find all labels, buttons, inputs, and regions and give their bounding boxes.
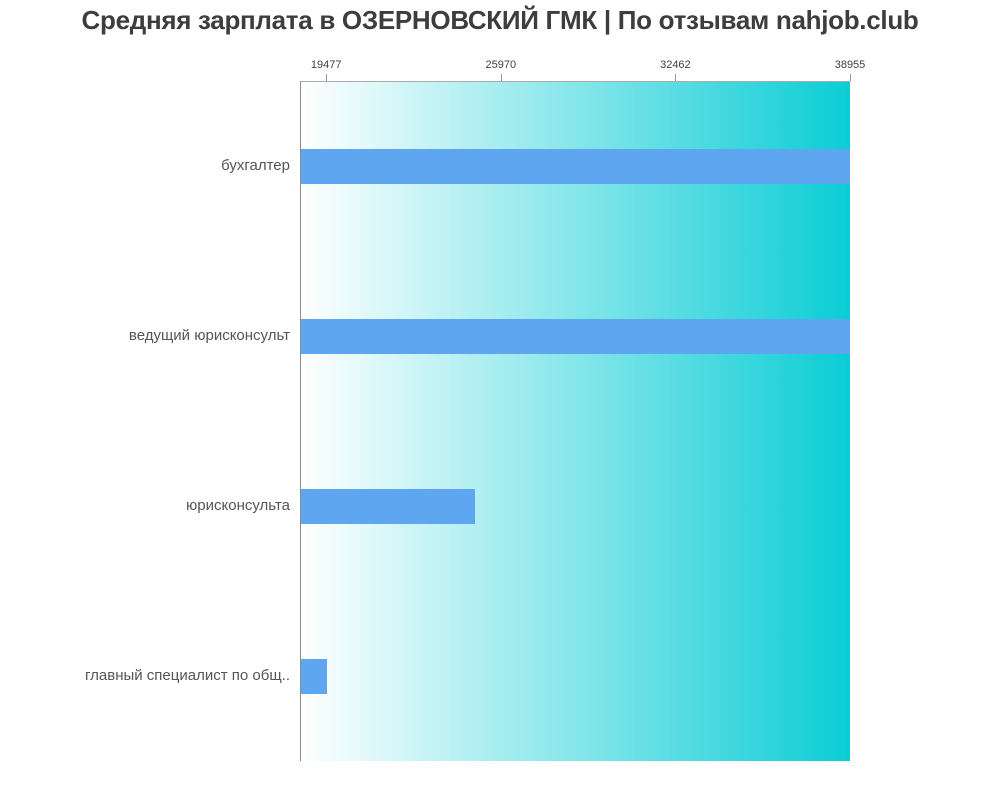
x-axis-top: 19477 25970 32462 38955 <box>300 59 865 81</box>
chart-title: Средняя зарплата в ОЗЕРНОВСКИЙ ГМК | По … <box>81 5 919 35</box>
category-label: ведущий юрисконсульт <box>128 327 290 344</box>
category-label: главный специалист по общ.. <box>84 667 290 684</box>
x-tick-label: 25970 <box>485 59 517 71</box>
salary-bar[interactable] <box>301 149 850 185</box>
x-tick-label: 32462 <box>660 59 691 71</box>
plot-area <box>300 81 850 761</box>
x-tick-mark <box>850 74 851 81</box>
salary-bar[interactable] <box>301 319 850 355</box>
y-axis-category-labels: бухгалтер ведущий юрисконсульт юрисконсуль… <box>0 81 290 761</box>
x-tick-label: 38955 <box>834 59 866 71</box>
x-tick-mark <box>326 74 328 81</box>
x-tick-mark <box>675 74 677 81</box>
category-label: бухгалтер <box>221 157 290 174</box>
salary-bar[interactable] <box>301 658 328 694</box>
x-tick-mark <box>500 74 502 81</box>
category-label: юрисконсульта <box>186 497 290 514</box>
salary-bar[interactable] <box>301 488 476 524</box>
x-tick-label: 19477 <box>310 59 342 71</box>
